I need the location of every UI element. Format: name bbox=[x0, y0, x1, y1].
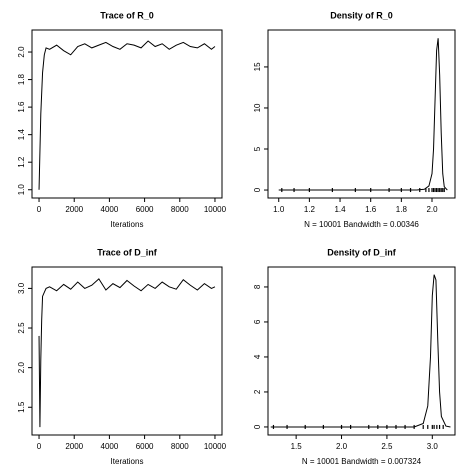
chart-title: Trace of R_0 bbox=[100, 10, 154, 20]
x-tick-label: 10000 bbox=[204, 442, 227, 451]
x-tick-label: 1.6 bbox=[365, 205, 377, 214]
y-tick-label: 0 bbox=[253, 187, 262, 192]
y-tick-label: 6 bbox=[253, 319, 262, 324]
y-tick-label: 5 bbox=[253, 146, 262, 151]
plot-frame bbox=[31, 29, 223, 199]
y-tick-label: 8 bbox=[253, 284, 262, 289]
y-tick-label: 1.5 bbox=[17, 401, 26, 413]
x-axis-label: N = 10001 Bandwidth = 0.007324 bbox=[302, 457, 422, 466]
y-tick-label: 1.0 bbox=[17, 184, 26, 196]
x-tick-label: 1.2 bbox=[304, 205, 316, 214]
x-tick-label: 2000 bbox=[65, 205, 83, 214]
y-tick-label: 1.6 bbox=[17, 101, 26, 113]
y-tick-label: 15 bbox=[253, 62, 262, 71]
x-tick-label: 1.8 bbox=[396, 205, 408, 214]
plot-frame bbox=[31, 266, 223, 436]
plot-frame bbox=[267, 29, 456, 199]
x-tick-label: 0 bbox=[37, 205, 42, 214]
y-tick-label: 4 bbox=[253, 354, 262, 359]
x-tick-label: 10000 bbox=[204, 205, 227, 214]
y-tick-label: 1.2 bbox=[17, 156, 26, 168]
data-line bbox=[270, 274, 451, 428]
y-tick-label: 2 bbox=[253, 389, 262, 394]
x-tick-label: 4000 bbox=[101, 205, 119, 214]
y-tick-label: 0 bbox=[253, 424, 262, 429]
x-tick-label: 8000 bbox=[171, 442, 189, 451]
y-tick-label: 3.0 bbox=[17, 282, 26, 294]
x-tick-label: 0 bbox=[37, 442, 42, 451]
x-tick-label: 2000 bbox=[65, 442, 83, 451]
data-line bbox=[38, 278, 216, 428]
x-axis-label: N = 10001 Bandwidth = 0.00346 bbox=[304, 220, 419, 229]
data-line bbox=[38, 40, 216, 190]
chart-title: Density of D_inf bbox=[327, 247, 397, 257]
x-axis-label: Iterations bbox=[111, 220, 144, 229]
x-tick-label: 2.5 bbox=[381, 442, 393, 451]
x-axis-label: Iterations bbox=[111, 457, 144, 466]
x-tick-label: 4000 bbox=[101, 442, 119, 451]
y-tick-label: 1.8 bbox=[17, 73, 26, 85]
chart-title: Trace of D_inf bbox=[97, 247, 158, 257]
x-tick-label: 6000 bbox=[136, 205, 154, 214]
x-tick-label: 1.5 bbox=[291, 442, 303, 451]
y-tick-label: 2.5 bbox=[17, 322, 26, 334]
y-tick-label: 2.0 bbox=[17, 46, 26, 58]
x-tick-label: 6000 bbox=[136, 442, 154, 451]
y-tick-label: 1.4 bbox=[17, 129, 26, 141]
plot-frame bbox=[267, 266, 456, 436]
y-tick-label: 2.0 bbox=[17, 362, 26, 374]
x-tick-label: 2.0 bbox=[336, 442, 348, 451]
x-tick-label: 8000 bbox=[171, 205, 189, 214]
chart-title: Density of R_0 bbox=[330, 10, 393, 20]
x-tick-label: 3.0 bbox=[427, 442, 439, 451]
x-tick-label: 2.0 bbox=[426, 205, 438, 214]
y-tick-label: 10 bbox=[253, 103, 262, 112]
data-line bbox=[278, 38, 448, 191]
x-tick-label: 1.4 bbox=[334, 205, 346, 214]
x-tick-label: 1.0 bbox=[273, 205, 285, 214]
